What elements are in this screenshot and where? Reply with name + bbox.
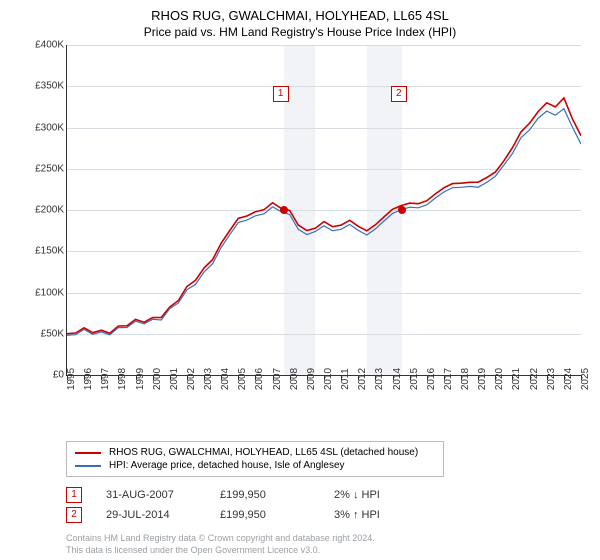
x-tick-label: 2019 xyxy=(477,368,488,390)
y-tick-label: £400K xyxy=(20,40,64,51)
y-tick-label: £300K xyxy=(20,122,64,133)
y-tick-label: £100K xyxy=(20,287,64,298)
x-tick-label: 2006 xyxy=(254,368,265,390)
legend-and-footer: RHOS RUG, GWALCHMAI, HOLYHEAD, LL65 4SL … xyxy=(66,441,586,556)
sale-marker-label: 1 xyxy=(273,86,289,102)
series-lines xyxy=(67,45,581,375)
chart-area: £0£50K£100K£150K£200K£250K£300K£350K£400… xyxy=(20,45,580,405)
y-tick-label: £200K xyxy=(20,205,64,216)
x-tick-label: 2003 xyxy=(203,368,214,390)
sales-marker-id: 1 xyxy=(66,487,82,503)
x-tick-label: 2016 xyxy=(426,368,437,390)
x-tick-label: 2025 xyxy=(580,368,591,390)
x-tick-label: 2001 xyxy=(169,368,180,390)
legend-label: RHOS RUG, GWALCHMAI, HOLYHEAD, LL65 4SL … xyxy=(109,447,418,458)
series-line-price_paid xyxy=(67,98,581,334)
sales-date: 31-AUG-2007 xyxy=(106,489,196,501)
sales-price: £199,950 xyxy=(220,509,310,521)
x-tick-label: 2022 xyxy=(529,368,540,390)
chart-title: RHOS RUG, GWALCHMAI, HOLYHEAD, LL65 4SL xyxy=(10,8,590,23)
x-tick-label: 1996 xyxy=(83,368,94,390)
x-tick-label: 2021 xyxy=(511,368,522,390)
x-tick-label: 2015 xyxy=(409,368,420,390)
x-tick-label: 2009 xyxy=(306,368,317,390)
sale-marker-dot xyxy=(280,206,288,214)
x-tick-label: 2010 xyxy=(323,368,334,390)
x-tick-label: 2011 xyxy=(340,368,351,390)
sales-delta: 3% ↑ HPI xyxy=(334,509,424,521)
chart-subtitle: Price paid vs. HM Land Registry's House … xyxy=(10,25,590,39)
legend-label: HPI: Average price, detached house, Isle… xyxy=(109,460,345,471)
sales-row: 1 31-AUG-2007 £199,950 2% ↓ HPI xyxy=(66,485,586,505)
x-tick-label: 2018 xyxy=(460,368,471,390)
plot-region: 12 xyxy=(66,45,581,376)
x-tick-label: 2023 xyxy=(546,368,557,390)
sales-marker-id: 2 xyxy=(66,507,82,523)
sales-date: 29-JUL-2014 xyxy=(106,509,196,521)
sales-delta: 2% ↓ HPI xyxy=(334,489,424,501)
x-tick-label: 1999 xyxy=(135,368,146,390)
x-tick-label: 2007 xyxy=(272,368,283,390)
x-tick-label: 2014 xyxy=(392,368,403,390)
attribution-line-2: This data is licensed under the Open Gov… xyxy=(66,545,586,557)
sale-marker-label: 2 xyxy=(391,86,407,102)
y-tick-label: £0 xyxy=(20,370,64,381)
sales-row: 2 29-JUL-2014 £199,950 3% ↑ HPI xyxy=(66,505,586,525)
legend-row: HPI: Average price, detached house, Isle… xyxy=(75,459,435,472)
y-tick-label: £350K xyxy=(20,81,64,92)
legend-box: RHOS RUG, GWALCHMAI, HOLYHEAD, LL65 4SL … xyxy=(66,441,444,477)
chart-container: RHOS RUG, GWALCHMAI, HOLYHEAD, LL65 4SL … xyxy=(0,0,600,560)
x-tick-label: 2024 xyxy=(563,368,574,390)
x-tick-label: 1997 xyxy=(100,368,111,390)
x-tick-label: 2004 xyxy=(220,368,231,390)
x-tick-label: 1998 xyxy=(117,368,128,390)
y-tick-label: £150K xyxy=(20,246,64,257)
attribution-line-1: Contains HM Land Registry data © Crown c… xyxy=(66,533,586,545)
sales-price: £199,950 xyxy=(220,489,310,501)
sales-table: 1 31-AUG-2007 £199,950 2% ↓ HPI 2 29-JUL-2014… xyxy=(66,485,586,525)
sale-marker-dot xyxy=(398,206,406,214)
x-tick-label: 2012 xyxy=(357,368,368,390)
x-tick-label: 2013 xyxy=(374,368,385,390)
y-tick-label: £250K xyxy=(20,163,64,174)
x-tick-label: 2002 xyxy=(186,368,197,390)
legend-swatch xyxy=(75,465,101,467)
x-tick-label: 2020 xyxy=(494,368,505,390)
attribution-text: Contains HM Land Registry data © Crown c… xyxy=(66,533,586,556)
x-tick-label: 2005 xyxy=(237,368,248,390)
x-tick-label: 2017 xyxy=(443,368,454,390)
x-tick-label: 2000 xyxy=(152,368,163,390)
x-tick-label: 1995 xyxy=(66,368,77,390)
y-tick-label: £50K xyxy=(20,328,64,339)
legend-row: RHOS RUG, GWALCHMAI, HOLYHEAD, LL65 4SL … xyxy=(75,446,435,459)
legend-swatch xyxy=(75,452,101,454)
x-tick-label: 2008 xyxy=(289,368,300,390)
